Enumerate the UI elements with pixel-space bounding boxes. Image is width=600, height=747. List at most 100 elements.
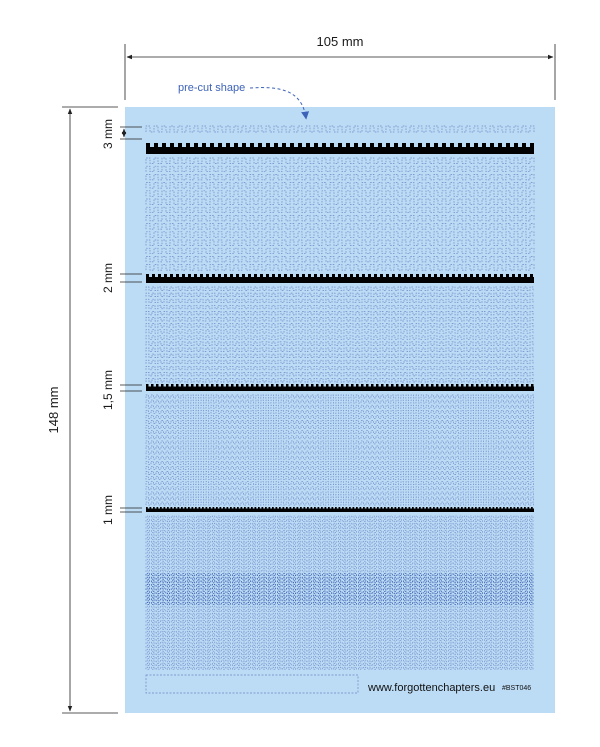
strip-tooth [149,507,152,509]
strip-tooth [170,143,174,147]
strip-tooth [371,384,374,387]
strip-tooth [356,384,359,387]
black-strip [146,386,534,391]
strip-tooth [481,384,484,387]
strip-tooth [332,274,335,277]
pre-cut-pattern-row [145,533,534,537]
strip-tooth [476,384,479,387]
strip-tooth [241,384,244,387]
strip-tooth [242,274,245,277]
strip-tooth [181,507,183,509]
strip-tooth [456,384,459,387]
strip-tooth [522,143,526,147]
strip-tooth [482,143,486,147]
strip-tooth [461,384,464,387]
pre-cut-pattern-row [145,476,534,480]
strip-tooth [146,274,149,277]
strip-tooth [391,507,393,509]
strip-tooth [326,274,329,277]
strip-tooth [405,507,407,509]
strip-tooth [246,384,249,387]
strip-tooth [464,274,467,277]
strip-tooth [338,274,341,277]
strip-tooth [206,384,209,387]
strip-tooth [291,384,294,387]
pre-cut-pattern-row [145,409,534,414]
strip-tooth [520,507,523,509]
strip-tooth [326,384,329,387]
strip-tooth [471,384,474,387]
strip-tooth [196,384,199,387]
strip-tooth [230,507,232,509]
pre-cut-pattern-row [145,286,534,291]
strip-tooth [301,384,304,387]
strip-tooth [370,143,374,147]
strip-tooth [314,507,316,509]
pre-cut-pattern-row [145,544,534,548]
callout-arrow [249,87,310,120]
strip-tooth [266,143,270,147]
strip-tooth [258,507,260,509]
strip-tooth [516,384,519,387]
strip-tooth [328,507,330,509]
strip-tooth [320,274,323,277]
strip-tooth [166,384,169,387]
strip-tooth [499,507,502,509]
strip-tooth [146,507,148,509]
strip-tooth [302,274,305,277]
strip-tooth [442,143,446,147]
pre-cut-pattern-row [145,573,534,576]
pre-cut-pattern-row [145,298,534,304]
strip-tooth [276,384,279,387]
strip-tooth [300,507,302,509]
pre-cut-pattern-row [145,496,534,501]
strip-tooth [436,507,439,509]
strip-tooth [156,384,159,387]
strip-tooth [186,143,190,147]
strip-tooth [198,507,201,509]
strip-tooth [368,274,371,277]
pre-cut-pattern-row [145,425,534,429]
strip-tooth [195,507,197,509]
strip-tooth [464,507,467,509]
strip-tooth [474,143,478,147]
strip-tooth [510,507,512,509]
strip-tooth [482,507,484,509]
strip-tooth [362,143,366,147]
pre-cut-pattern-row [145,359,534,365]
pre-cut-pattern-row [145,519,534,522]
strip-tooth [531,507,533,509]
pre-cut-pattern-row [145,612,534,616]
strip-tooth [200,274,203,277]
strip-tooth [422,507,425,509]
pre-cut-pattern-row [145,598,534,602]
strip-tooth [485,507,488,509]
pre-cut-pattern-row [145,638,534,641]
strip-tooth [171,384,174,387]
strip-tooth [338,143,342,147]
pre-cut-pattern-row [145,501,534,506]
strip-tooth [188,274,191,277]
strip-tooth [167,507,169,509]
pre-cut-pattern-row [145,404,534,409]
strip-tooth [380,507,383,509]
pre-cut-pattern-row [145,569,534,573]
pre-cut-pattern-row [145,587,534,591]
strip-tooth [260,274,263,277]
strip-tooth [226,143,230,147]
strip-tooth [412,507,414,509]
strip-tooth [274,143,278,147]
strip-tooth [376,384,379,387]
strip-tooth [286,507,288,509]
strip-tooth [363,507,365,509]
strip-tooth [513,507,516,509]
pre-cut-pattern-row [145,420,534,424]
pre-cut-pattern-row [145,466,534,470]
strip-tooth [174,507,176,509]
strip-tooth [506,507,509,509]
strip-tooth [500,274,503,277]
strip-tooth [422,274,425,277]
pre-cut-pattern-row [145,182,535,189]
strip-tooth [162,143,166,147]
strip-tooth [406,384,409,387]
